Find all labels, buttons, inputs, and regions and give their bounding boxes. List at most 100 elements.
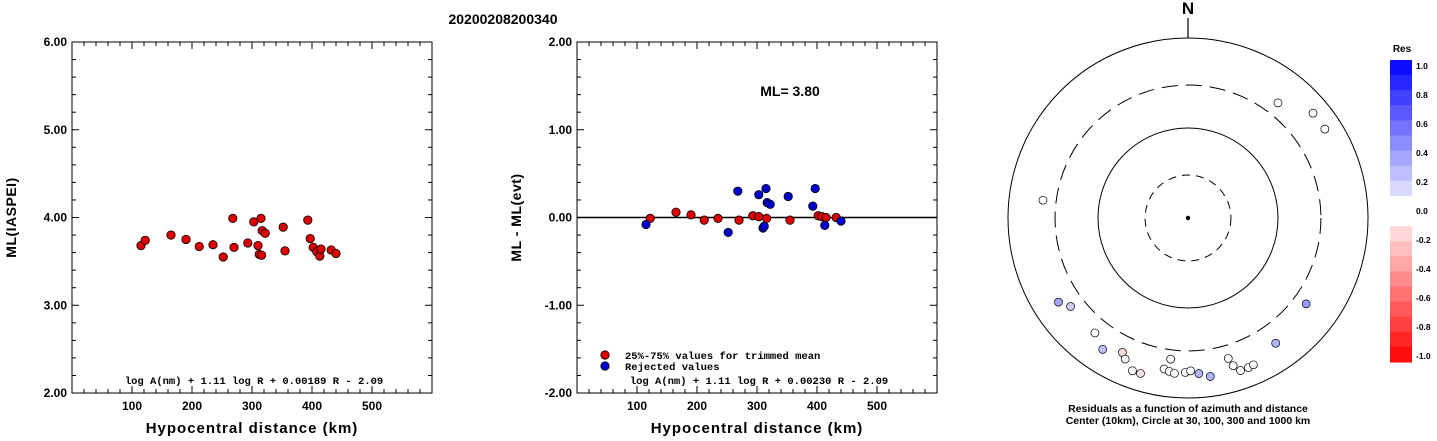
residual-point: [1066, 302, 1075, 311]
x-axis-label: Hypocentral distance (km): [651, 420, 864, 437]
colorbar-segment: [1390, 180, 1412, 197]
x-tick-label: 400: [807, 399, 827, 413]
used-point: [734, 215, 744, 225]
residual-point: [1128, 366, 1137, 376]
colorbar-segment: [1390, 316, 1412, 333]
data-point: [303, 215, 313, 225]
left-plot: 100 200 300 400 500 2.00 3.00 4.00 5.00 6.00 Hypoc…: [3, 35, 433, 437]
colorbar-tick-label: 0.0: [1416, 206, 1428, 216]
residual-point: [1236, 366, 1245, 375]
data-point: [218, 252, 228, 262]
event-title: 20200208200340: [448, 11, 557, 27]
x-tick-label: 300: [747, 399, 767, 413]
y-tick-label: 1.00: [549, 123, 573, 137]
plot-frame: [71, 41, 433, 394]
residual-point: [1194, 369, 1204, 378]
data-point: [278, 222, 288, 232]
residual-point: [1205, 372, 1215, 381]
y-tick-label: 0.00: [549, 211, 573, 225]
data-point: [280, 246, 290, 256]
colorbar-segment: [1390, 301, 1412, 318]
data-point: [316, 244, 326, 254]
colorbar-segment: [1390, 105, 1412, 121]
polar-plot: [1007, 18, 1369, 399]
rejected-point: [754, 190, 764, 200]
colorbar-segment: [1390, 120, 1412, 136]
north-label: N: [1182, 0, 1194, 18]
data-point: [256, 213, 266, 223]
epicenter: [1185, 215, 1191, 221]
residual-point: [1098, 345, 1108, 354]
data-point: [305, 233, 315, 244]
colorbar-tick-label: -0.8: [1416, 322, 1431, 332]
rejected-point: [759, 221, 769, 231]
data-point: [260, 228, 270, 238]
colorbar-segment: [1390, 241, 1412, 257]
residual-point: [1249, 360, 1258, 370]
residual-point: [1273, 98, 1283, 108]
x-tick-label: 300: [242, 399, 262, 413]
colorbar-segment: [1390, 226, 1412, 242]
x-axis-label: Hypocentral distance (km): [146, 420, 359, 437]
y-tick-label: 4.00: [44, 211, 68, 225]
used-point: [821, 212, 831, 223]
ring-100km: [1097, 127, 1279, 309]
legend-label: 25%-75% values for trimmed mean: [625, 351, 820, 363]
ring-30km: [1144, 174, 1232, 262]
data-point: [181, 234, 191, 245]
residual-point: [1090, 328, 1100, 338]
rejected-point: [761, 183, 771, 194]
used-point: [754, 212, 764, 222]
residual-point: [1166, 354, 1176, 364]
colorbar-segment: [1390, 331, 1412, 348]
colorbar-tick-label: 0.8: [1416, 90, 1428, 100]
y-tick-label: 3.00: [44, 298, 68, 312]
x-tick-label: 200: [182, 399, 202, 413]
data-point: [194, 241, 204, 252]
y-tick-label: 2.00: [549, 35, 573, 49]
residual-point: [1136, 369, 1145, 378]
colorbar-segment: [1390, 286, 1412, 303]
colorbar-tick-label: -0.2: [1416, 235, 1431, 245]
colorbar-segment: [1390, 195, 1412, 212]
residual-point: [1320, 124, 1330, 134]
data-point: [331, 248, 341, 259]
used-point: [761, 213, 772, 223]
rejected-point: [783, 191, 793, 202]
legend-label: Rejected values: [625, 362, 720, 374]
residual-point: [1054, 297, 1063, 307]
y-tick-label: -2.00: [545, 386, 573, 400]
y-tick-label: 6.00: [44, 35, 68, 49]
rejected-point: [765, 199, 775, 209]
data-point: [166, 230, 176, 240]
colorbar-segment: [1390, 150, 1412, 167]
x-tick-label: 400: [302, 399, 322, 413]
used-point: [671, 207, 681, 217]
rejected-point: [808, 201, 818, 211]
colorbar-segment: [1390, 135, 1412, 152]
data-point: [249, 217, 259, 227]
residual-point: [1271, 338, 1281, 348]
x-tick-label: 100: [627, 399, 647, 413]
residual-point: [1308, 108, 1318, 118]
colorbar-tick-label: 0.6: [1416, 119, 1428, 129]
data-point: [228, 213, 238, 223]
data-point: [243, 238, 253, 248]
x-tick-label: 200: [687, 399, 707, 413]
legend-marker: [600, 361, 610, 371]
colorbar-segment: [1390, 75, 1412, 91]
x-tick-label: 100: [122, 399, 142, 413]
residual-point: [1186, 366, 1196, 376]
formula-label: log A(nm) + 1.11 log R + 0.00230 R - 2.0…: [630, 376, 888, 388]
y-axis-label: ML(IASPEI): [3, 177, 19, 257]
rejected-point: [733, 186, 743, 196]
rejected-point: [723, 227, 733, 238]
x-tick-label: 500: [362, 399, 382, 413]
rejected-point: [810, 183, 820, 194]
colorbar: 1.0 0.8 0.6 0.4 0.2 0.0 -0.2 -0.4 -0.6 -0.8 -1.0: [1390, 60, 1431, 363]
data-point: [253, 240, 263, 251]
residual-point: [1170, 368, 1179, 378]
colorbar-segment: [1390, 271, 1412, 287]
legend-marker: [600, 350, 610, 360]
used-point: [686, 210, 696, 220]
